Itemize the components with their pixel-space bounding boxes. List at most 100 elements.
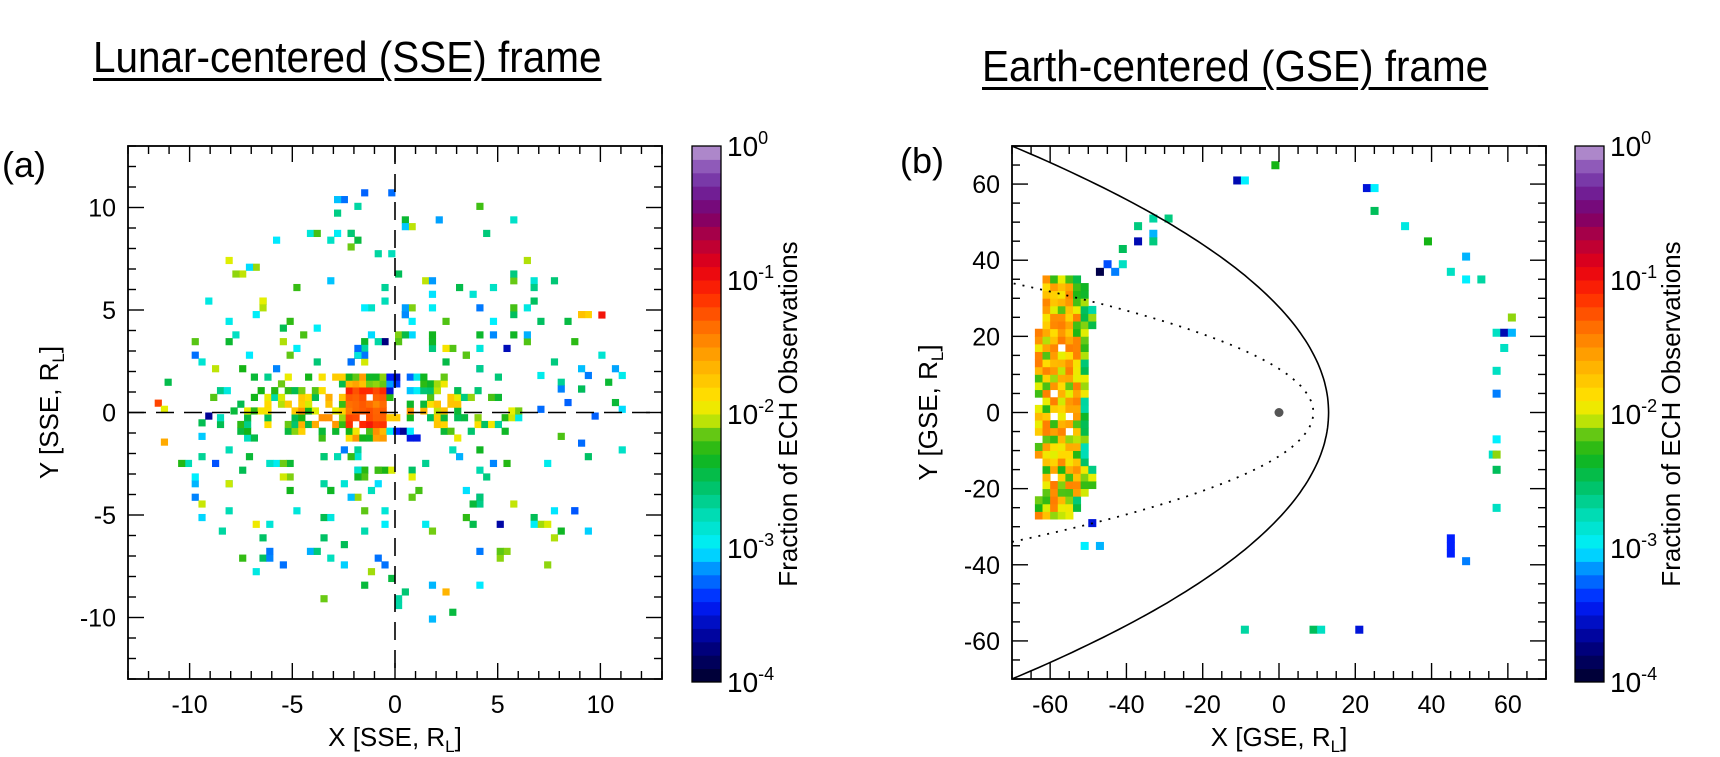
heatmap-bin (205, 297, 213, 305)
heatmap-bin (1042, 359, 1051, 368)
heatmap-bin (359, 420, 367, 429)
magnetopause-boundary (1011, 282, 1315, 543)
heatmap-bin (338, 400, 347, 408)
colorbar-segment (1575, 440, 1604, 455)
x-tick-label: -20 (1185, 691, 1221, 719)
heatmap-bin (530, 520, 538, 528)
heatmap-bin (366, 414, 374, 422)
heatmap-bin (433, 400, 441, 408)
heatmap-bin (259, 554, 267, 562)
heatmap-bin (1057, 465, 1066, 474)
heatmap-bin (1149, 229, 1158, 238)
heatmap-bin (311, 387, 319, 395)
heatmap-bin (347, 453, 355, 461)
heatmap-bin (361, 304, 369, 312)
heatmap-bin (496, 547, 504, 555)
heatmap-bin (515, 414, 523, 422)
heatmap-bin (454, 400, 462, 408)
heatmap-bin (266, 459, 274, 468)
heatmap-bin (1073, 305, 1082, 314)
heatmap-bin (338, 414, 347, 422)
colorbar-segment (1575, 481, 1604, 495)
heatmap-bin (1034, 427, 1043, 436)
heatmap-bin (449, 608, 457, 616)
heatmap-bin (1080, 442, 1089, 451)
colorbar-tick-base: 10 (727, 667, 758, 698)
heatmap-bin (218, 527, 226, 535)
heatmap-bin (584, 311, 592, 319)
heatmap-bin (306, 229, 315, 238)
heatmap-bin (1057, 351, 1066, 360)
heatmap-bin (618, 446, 626, 454)
heatmap-bin (345, 407, 353, 415)
heatmap-bin (225, 507, 233, 515)
heatmap-bin (266, 520, 274, 528)
x-axis-title-subscript: L (1331, 737, 1340, 756)
heatmap-bin (598, 351, 606, 359)
heatmap-bin (1034, 420, 1043, 429)
heatmap-bin (413, 387, 421, 395)
heatmap-bin (354, 344, 362, 353)
heatmap-bin (318, 434, 326, 442)
heatmap-bin (352, 373, 360, 381)
heatmap-bin (401, 304, 409, 312)
heatmap-bin (381, 283, 389, 292)
colorbar-segment (1575, 548, 1604, 562)
heatmap-bin (1073, 404, 1082, 413)
heatmap-bin (550, 507, 559, 515)
heatmap-bin (1050, 481, 1059, 490)
heatmap-bin (510, 304, 518, 312)
heatmap-bin (454, 407, 462, 415)
colorbar-segment (1575, 347, 1604, 361)
colorbar-segment (1575, 628, 1604, 643)
heatmap-bin (1042, 328, 1051, 337)
heatmap-bin (503, 344, 511, 353)
heatmap-bin (277, 400, 286, 408)
heatmap-bin (334, 229, 342, 238)
earth-marker (1274, 408, 1284, 417)
heatmap-bin (510, 216, 518, 224)
heatmap-bin (1057, 511, 1066, 520)
heatmap-bin (467, 427, 475, 435)
heatmap-bin (374, 250, 382, 258)
heatmap-bin (605, 378, 613, 386)
heatmap-bin (428, 581, 437, 589)
heatmap-bin (449, 344, 457, 353)
colorbar-tick-label: 10-3 (727, 530, 774, 564)
heatmap-bin (359, 387, 367, 395)
heatmap-bin (454, 387, 462, 395)
heatmap-bin (1057, 336, 1066, 345)
colorbar-segment (692, 454, 721, 469)
heatmap-bin (428, 290, 437, 298)
heatmap-bin (273, 365, 281, 373)
heatmap-bin (388, 189, 396, 197)
heatmap-bin (1050, 488, 1059, 497)
left-figure-title: Lunar-centered (SSE) frame (93, 33, 602, 82)
x-tick-label: -60 (1032, 691, 1068, 719)
heatmap-bin (354, 473, 362, 481)
heatmap-bin (338, 373, 347, 381)
heatmap-bin (510, 311, 518, 319)
heatmap-bin (354, 466, 362, 474)
colorbar-segment (1575, 186, 1604, 201)
heatmap-bin (298, 387, 306, 395)
heatmap-bin (1492, 435, 1501, 444)
heatmap-bin (264, 420, 272, 429)
heatmap-bin (537, 405, 545, 413)
heatmap-bin (474, 414, 482, 422)
y-axis-title-main: Y [SSE, R (34, 363, 64, 480)
heatmap-bin (361, 466, 369, 474)
heatmap-bin (372, 393, 380, 402)
heatmap-bin (1500, 328, 1509, 337)
heatmap-bin (1042, 374, 1051, 383)
heatmap-bin (1462, 557, 1471, 566)
heatmap-bin (354, 202, 362, 210)
heatmap-bin (1065, 397, 1074, 406)
heatmap-bin (1057, 328, 1066, 337)
heatmap-bin (1042, 442, 1051, 451)
heatmap-bin (1050, 503, 1059, 512)
heatmap-bin (313, 229, 321, 238)
heatmap-bin (474, 420, 482, 429)
heatmap-bin (1065, 458, 1074, 467)
